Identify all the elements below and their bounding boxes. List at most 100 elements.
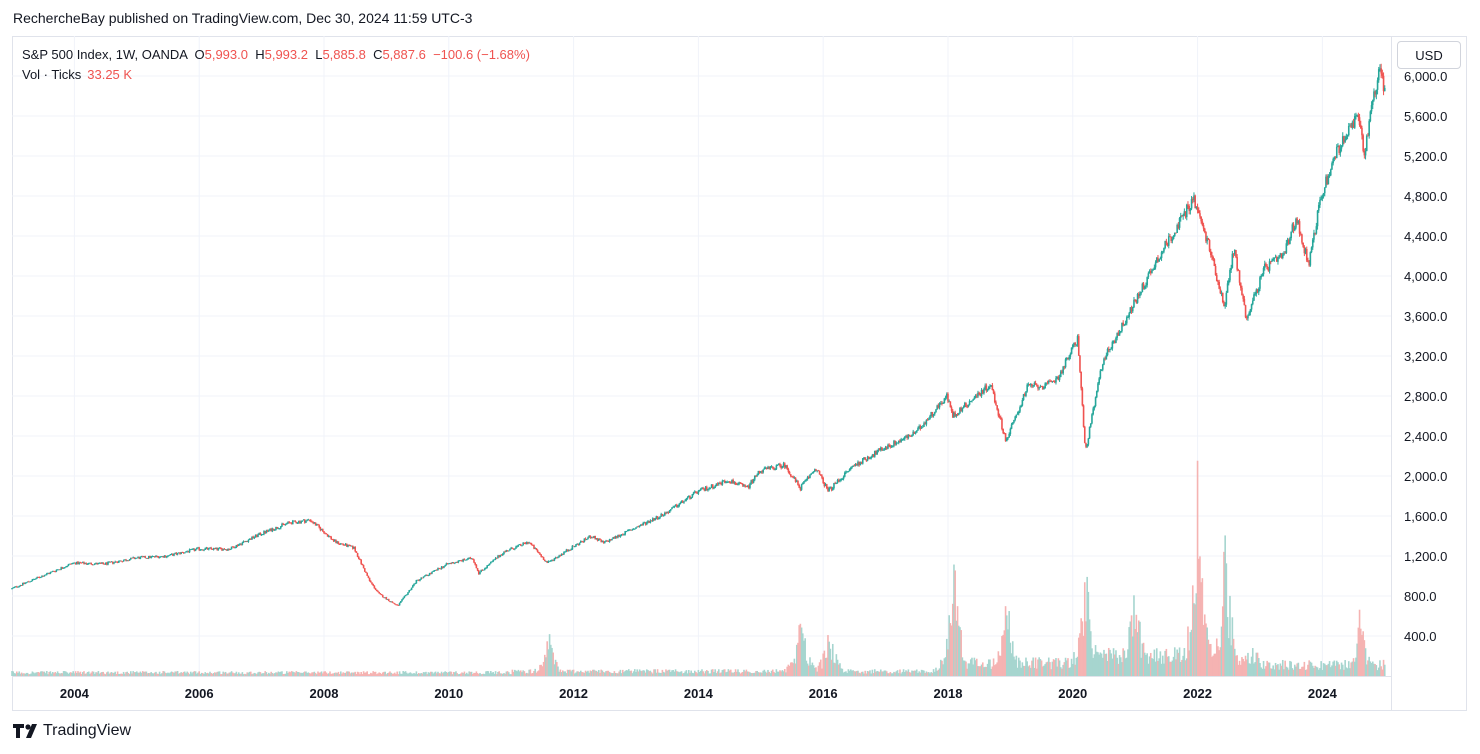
volume-bar — [585, 671, 588, 676]
volume-bar — [473, 672, 475, 676]
candle-body — [872, 454, 875, 457]
volume-bar — [836, 659, 839, 676]
x-tick-label: 2014 — [684, 686, 714, 701]
candle-body — [329, 535, 331, 537]
volume-bar — [355, 673, 358, 676]
volume-bar — [749, 672, 751, 676]
volume-bar — [299, 672, 301, 676]
legend: S&P 500 Index, 1W, OANDA O5,993.0 H5,993… — [22, 45, 530, 85]
volume-bar — [1047, 657, 1050, 676]
volume-bar — [1244, 655, 1247, 676]
volume-bar — [723, 669, 726, 676]
candle-body — [979, 394, 982, 396]
volume-bar — [806, 663, 809, 676]
brand-logo[interactable]: TradingView — [13, 722, 131, 740]
volume-bar — [171, 672, 174, 676]
candle-body — [275, 526, 277, 530]
volume-bar — [242, 674, 245, 676]
tradingview-logo-icon — [13, 724, 37, 738]
candle-body — [223, 548, 226, 550]
volume-bar — [758, 672, 761, 676]
volume-bar — [386, 673, 389, 676]
candle-body — [191, 549, 193, 550]
volume-bar — [649, 670, 652, 676]
volume-bar — [387, 672, 390, 676]
candle-body — [381, 595, 384, 598]
candle-body — [1207, 238, 1210, 241]
candle-body — [876, 451, 878, 455]
volume-bar — [1347, 661, 1350, 676]
candle-body — [1362, 135, 1364, 151]
volume-bar — [937, 669, 940, 676]
volume-bar — [511, 669, 514, 676]
volume-bar — [71, 672, 73, 676]
candle-body — [758, 470, 761, 473]
candle-body — [1293, 227, 1296, 231]
volume-bar — [881, 671, 883, 676]
candle-body — [491, 561, 493, 563]
volume-bar — [721, 670, 724, 676]
candle-body — [635, 527, 637, 529]
candle-body — [174, 552, 176, 554]
candle-body — [500, 554, 503, 556]
candle-body — [780, 465, 782, 469]
volume-bar — [1220, 626, 1223, 676]
candle-body — [302, 519, 305, 521]
candle-body — [1004, 433, 1007, 442]
volume-bar — [981, 662, 984, 676]
candle-body — [618, 535, 620, 537]
volume-bar — [1200, 582, 1202, 676]
candle-body — [691, 494, 694, 498]
candle-body — [446, 563, 449, 565]
candle-body — [157, 556, 160, 558]
candle-body — [692, 492, 695, 495]
candle-body — [799, 487, 802, 490]
candle-body — [1325, 176, 1327, 188]
volume-bar — [987, 659, 990, 676]
candle-body — [1171, 239, 1174, 241]
candle-body — [710, 484, 713, 488]
volume-bar — [819, 659, 822, 676]
candle-body — [494, 557, 497, 560]
volume-bar — [85, 673, 88, 676]
candle-body — [377, 591, 379, 592]
volume-bar — [1266, 660, 1268, 676]
volume-bar — [1226, 617, 1229, 676]
volume-bar — [633, 669, 636, 676]
candle-body — [767, 466, 769, 469]
volume-bar — [441, 673, 444, 676]
volume-bar — [275, 672, 277, 676]
candle-body — [933, 412, 936, 415]
volume-bar — [375, 674, 378, 676]
symbol-label[interactable]: S&P 500 Index, 1W, OANDA — [22, 47, 188, 62]
currency-button[interactable]: USD — [1397, 41, 1461, 69]
candle-body — [335, 540, 337, 543]
candle-body — [1247, 315, 1249, 319]
candle-body — [1009, 428, 1012, 435]
candle-body — [1319, 199, 1321, 206]
candle-body — [488, 563, 491, 566]
volume-bar — [698, 671, 701, 676]
candle-body — [866, 457, 869, 461]
candle-body — [63, 567, 66, 569]
volume-bar — [437, 671, 439, 676]
candle-body — [1329, 169, 1332, 176]
candle-body — [541, 556, 544, 558]
volume-bar — [149, 672, 151, 676]
candle-body — [1005, 438, 1008, 442]
candle-body — [925, 419, 928, 425]
volume-label[interactable]: Vol · Ticks — [22, 67, 82, 82]
volume-bar — [524, 673, 527, 676]
candle-body — [222, 548, 224, 551]
candle-body — [398, 602, 401, 606]
candle-body — [1031, 384, 1033, 387]
volume-bar — [295, 671, 298, 676]
candle-body — [281, 523, 283, 527]
volume-bar — [62, 671, 65, 676]
candle-body — [1316, 210, 1319, 227]
y-tick-label: 2,400.0 — [1404, 429, 1447, 444]
volume-bar — [1327, 663, 1330, 676]
candle-body — [986, 389, 989, 391]
volume-bar — [666, 670, 668, 676]
